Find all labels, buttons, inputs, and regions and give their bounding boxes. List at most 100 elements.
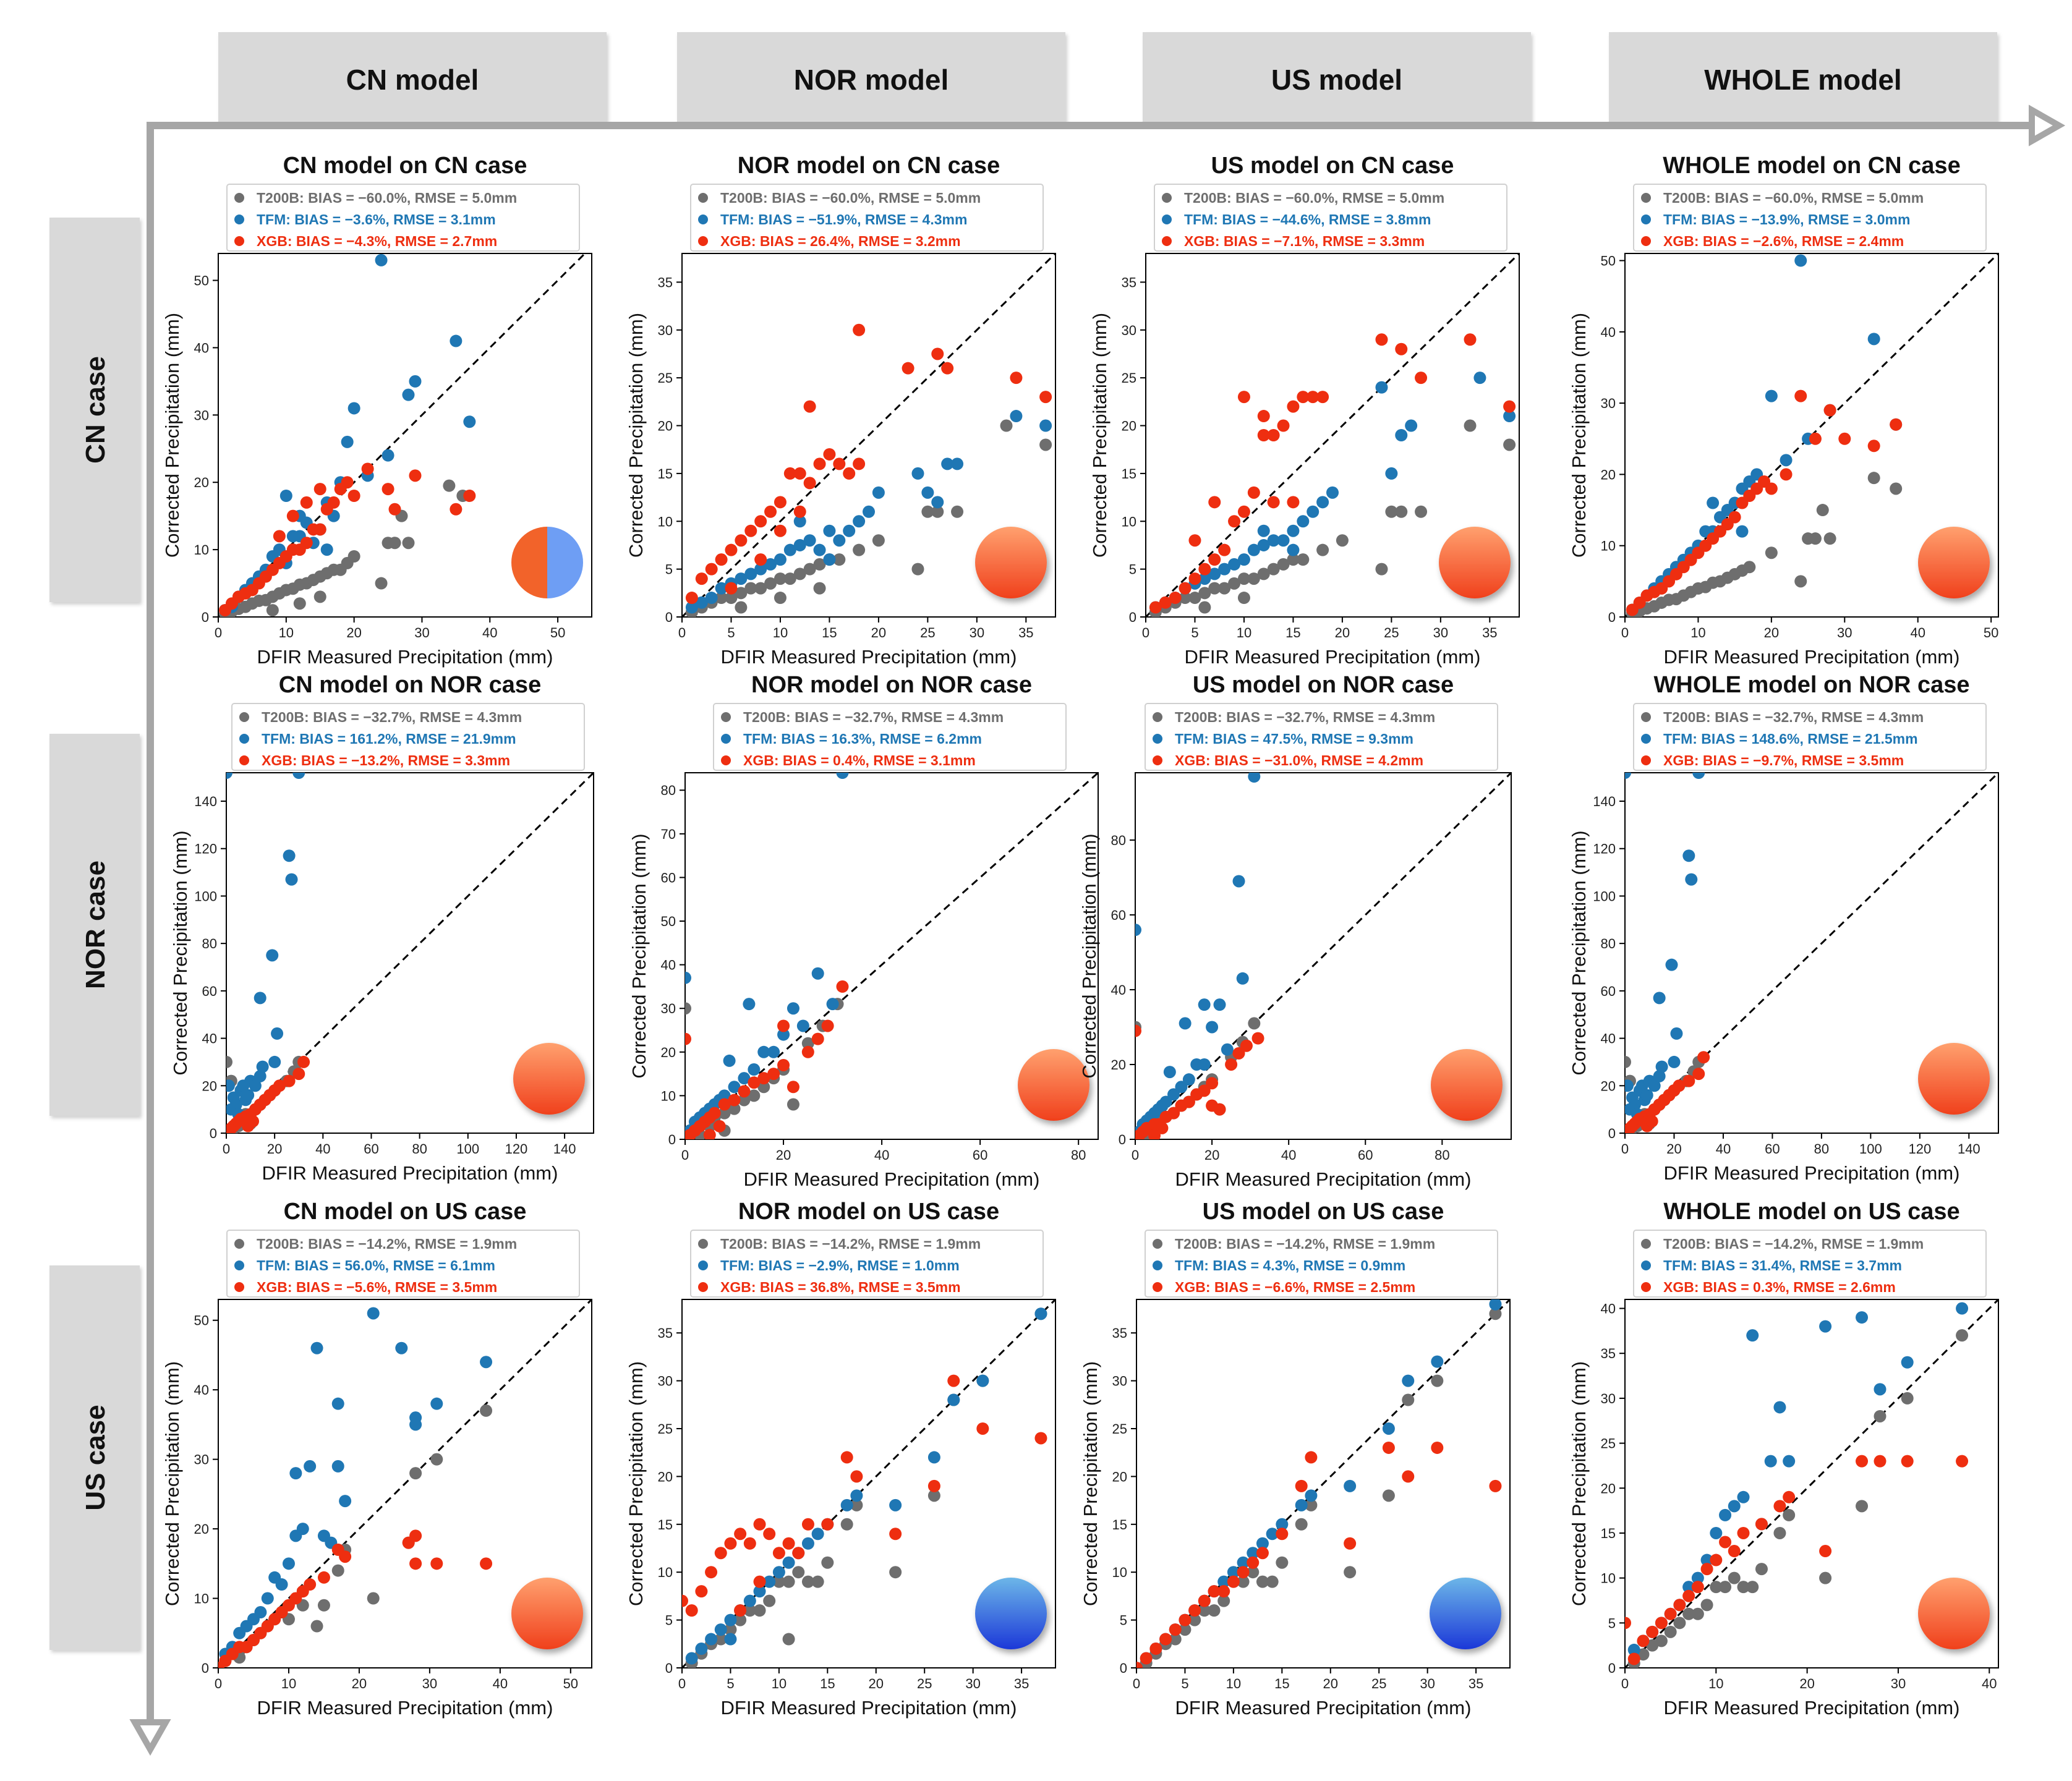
legend-entry: T200B: BIAS = −32.7%, RMSE = 4.3mm: [1175, 709, 1435, 725]
series-xgb: [1135, 1024, 1264, 1139]
data-point: [811, 967, 824, 980]
data-point: [777, 1028, 790, 1041]
data-point: [850, 1498, 863, 1511]
data-point: [409, 1418, 422, 1431]
data-point: [382, 483, 394, 496]
indicator-ball: [1018, 1049, 1089, 1121]
data-point: [813, 543, 826, 556]
data-point: [1737, 1526, 1750, 1539]
data-point: [738, 1094, 751, 1107]
data-point: [1295, 1479, 1308, 1492]
data-point: [743, 1594, 756, 1607]
data-point: [889, 1566, 902, 1579]
series-xgb: [1625, 1051, 1710, 1133]
y-tick-label: 50: [194, 273, 209, 289]
y-tick-label: 40: [1111, 982, 1126, 998]
data-point: [1737, 1581, 1750, 1594]
data-point: [1237, 505, 1250, 518]
y-tick-label: 35: [1122, 274, 1136, 290]
data-point: [1710, 1554, 1723, 1566]
data-point: [331, 1460, 344, 1473]
legend-entry: TFM: BIAS = 47.5%, RMSE = 9.3mm: [1175, 731, 1413, 747]
x-tick-label: 0: [678, 1676, 686, 1691]
legend-marker: [698, 1239, 708, 1249]
scatter-panel: 0 5 10 15 20 25 30 35 0 5 10 15 20 25 30 35 DFIR Measure…: [625, 1199, 1056, 1719]
data-point: [801, 1537, 814, 1550]
data-point: [268, 1055, 281, 1068]
x-tick-label: 50: [563, 1676, 578, 1691]
x-tick-label: 80: [1435, 1147, 1449, 1163]
legend: T200B: BIAS = −14.2%, RMSE = 1.9mm TFM: B…: [1633, 1230, 1987, 1298]
data-point: [1402, 1393, 1415, 1406]
data-point: [1385, 505, 1398, 518]
legend-marker: [1153, 1239, 1162, 1249]
y-tick-label: 40: [1601, 325, 1616, 340]
series-tfm: [1625, 773, 1705, 1121]
legend-marker: [1153, 734, 1162, 744]
data-point: [361, 462, 374, 475]
x-tick-label: 35: [1018, 625, 1033, 640]
data-point: [1682, 1589, 1695, 1602]
data-point: [1010, 372, 1023, 385]
data-point: [327, 496, 340, 509]
data-point: [347, 550, 360, 563]
x-tick-label: 0: [215, 625, 222, 640]
x-axis-label: DFIR Measured Precipitation (mm): [1664, 646, 1960, 668]
legend-entry: T200B: BIAS = −32.7%, RMSE = 4.3mm: [262, 709, 522, 725]
legend-entry: TFM: BIAS = 56.0%, RMSE = 6.1mm: [257, 1257, 495, 1273]
x-tick-label: 0: [1132, 1147, 1139, 1163]
indicator-ball: [1439, 527, 1511, 598]
legend-entry: XGB: BIAS = −4.3%, RMSE = 2.7mm: [257, 233, 497, 249]
legend: T200B: BIAS = −60.0%, RMSE = 5.0mm TFM: B…: [1154, 184, 1507, 252]
data-point: [304, 1578, 317, 1591]
data-point: [1415, 372, 1428, 385]
data-point: [296, 1523, 309, 1536]
legend-entry: XGB: BIAS = −31.0%, RMSE = 4.2mm: [1175, 752, 1423, 768]
data-point: [254, 1069, 266, 1082]
series-tfm: [685, 410, 1052, 614]
data-point: [1217, 1585, 1230, 1598]
y-tick-label: 40: [194, 1382, 209, 1398]
data-point: [1149, 601, 1162, 614]
data-point: [1179, 1017, 1192, 1030]
panel-title: WHOLE model on US case: [1663, 1199, 1959, 1225]
data-point: [1257, 410, 1270, 423]
data-point: [1956, 1455, 1969, 1468]
data-point: [339, 1550, 352, 1563]
data-point: [1685, 873, 1698, 886]
x-tick-label: 20: [1204, 1147, 1219, 1163]
data-point: [1208, 1604, 1221, 1617]
data-point: [1159, 596, 1172, 609]
legend-entry: XGB: BIAS = −6.6%, RMSE = 2.5mm: [1175, 1279, 1415, 1295]
legend-box: [690, 184, 1044, 252]
x-tick-label: 50: [1984, 625, 1998, 640]
data-point: [1728, 511, 1741, 524]
legend-entry: T200B: BIAS = −60.0%, RMSE = 5.0mm: [1663, 190, 1924, 206]
data-point: [695, 572, 708, 585]
y-axis-label: Corrected Precipitation (mm): [1078, 833, 1100, 1078]
x-tick-label: 30: [1420, 1676, 1435, 1691]
y-tick-label: 20: [661, 1045, 676, 1060]
data-point: [1867, 472, 1880, 485]
data-point: [1956, 1302, 1969, 1315]
data-point: [1198, 572, 1211, 585]
data-point: [1316, 391, 1329, 404]
data-point: [685, 1002, 691, 1015]
data-point: [226, 1079, 235, 1092]
data-point: [1655, 1634, 1668, 1647]
x-tick-label: 40: [1910, 625, 1925, 640]
data-point: [753, 1575, 766, 1588]
data-point: [821, 1556, 834, 1569]
x-tick-label: 20: [267, 1141, 282, 1157]
y-tick-label: 10: [658, 1565, 673, 1580]
data-point: [738, 1085, 751, 1098]
one-to-one-line: [1146, 253, 1519, 617]
data-point: [463, 415, 476, 428]
data-point: [715, 582, 728, 595]
legend-entry: TFM: BIAS = −3.6%, RMSE = 3.1mm: [257, 211, 496, 227]
y-tick-label: 25: [1122, 370, 1136, 386]
data-point: [1385, 467, 1398, 480]
data-point: [1489, 1299, 1502, 1311]
data-point: [1039, 391, 1052, 404]
data-point: [1710, 1581, 1723, 1594]
